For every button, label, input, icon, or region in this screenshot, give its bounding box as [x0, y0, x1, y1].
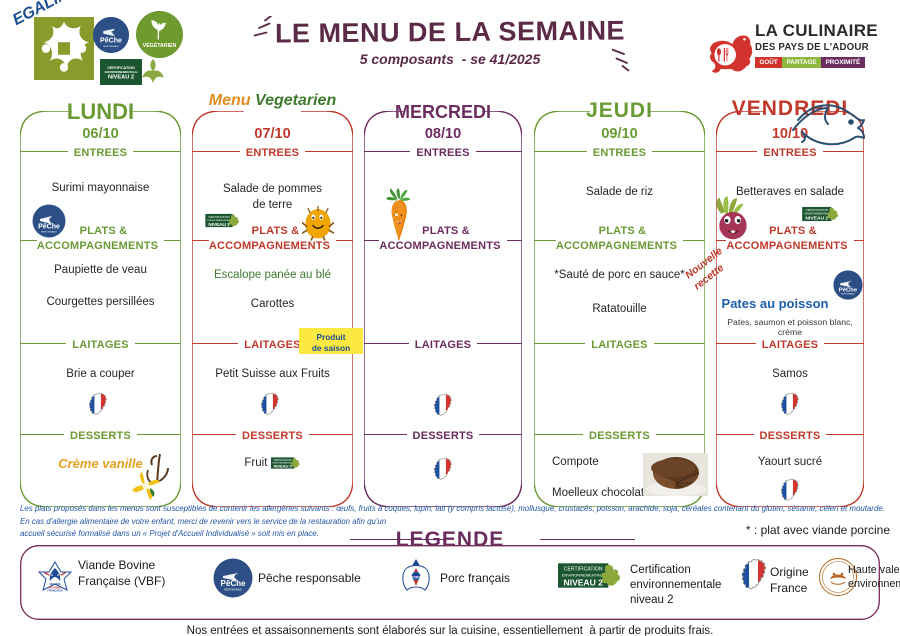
svg-text:CERTIFICATION: CERTIFICATION [273, 459, 291, 462]
svg-text:PêChe: PêChe [839, 287, 858, 293]
svg-text:FRANCAISE: FRANCAISE [47, 588, 62, 592]
svg-text:PORC: PORC [411, 575, 422, 579]
svg-text:CERTIFICATION: CERTIFICATION [806, 208, 828, 212]
svg-text:NIVEAU 2: NIVEAU 2 [273, 464, 292, 469]
svg-text:RESPONSABLE: RESPONSABLE [41, 230, 57, 233]
svg-text:PêChe: PêChe [221, 579, 246, 588]
svg-text:PêChe: PêChe [38, 224, 60, 231]
svg-text:CERTIFICATION: CERTIFICATION [209, 215, 230, 219]
svg-text:RESPONSABLE: RESPONSABLE [841, 293, 855, 296]
svg-text:RESPONSABLE: RESPONSABLE [224, 589, 242, 592]
svg-text:NIVEAU 2: NIVEAU 2 [208, 222, 230, 227]
svg-text:CERTIFICATION: CERTIFICATION [564, 567, 603, 573]
svg-text:ENVIRONNEMENTALE: ENVIRONNEMENTALE [105, 70, 138, 74]
svg-text:NIVEAU 2: NIVEAU 2 [805, 216, 828, 222]
svg-text:NIVEAU 2: NIVEAU 2 [108, 75, 134, 81]
svg-text:NIVEAU 2: NIVEAU 2 [564, 577, 604, 587]
